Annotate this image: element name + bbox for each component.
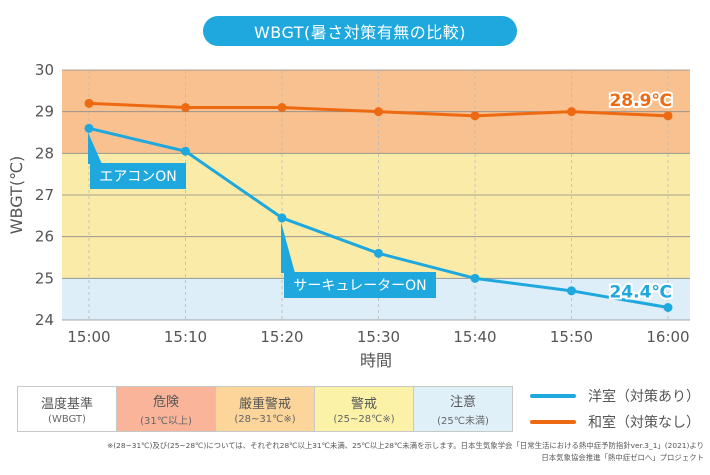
zone-legend-item: 厳重警戒 (28~31℃※) [216, 387, 315, 431]
series-legend-item: 和室（対策なし） [530, 409, 700, 435]
data-point [663, 303, 673, 312]
data-point [663, 111, 673, 121]
x-axis-title: 時間 [360, 351, 392, 370]
y-tick-label: 26 [35, 228, 54, 246]
data-point [374, 107, 383, 117]
callout-pointer [281, 221, 295, 273]
data-point [181, 103, 190, 112]
y-tick-label: 24 [35, 311, 54, 329]
footnote: ※(28~31℃)及び(25~28℃)については、それぞれ28℃以上31℃未満、… [8, 440, 704, 464]
zone-legend-range: (28~31℃※) [234, 414, 296, 425]
data-point [567, 286, 576, 296]
zone-legend-item: 警戒 (25~28℃※) [315, 387, 414, 431]
callout-label: エアコンON [99, 169, 177, 185]
data-point [567, 107, 576, 117]
y-tick-label: 27 [35, 186, 54, 204]
data-point [470, 111, 480, 121]
series-legend-label: 洋室（対策あり） [588, 389, 700, 405]
series-legend: 洋室（対策あり） 和室（対策なし） [530, 383, 700, 435]
callout-box [90, 163, 186, 189]
zone-legend-item: 注意 (25℃未満) [414, 387, 512, 431]
zone-legend-label: 注意 [449, 395, 476, 410]
y-tick-label: 29 [35, 103, 54, 121]
x-tick-label: 15:50 [550, 328, 593, 346]
chart-title: WBGT(暑さ対策有無の比較) [203, 16, 517, 46]
data-point [277, 103, 287, 112]
zone-legend-label: 警戒 [350, 397, 377, 412]
zone-legend-label: 危険 [152, 395, 179, 410]
data-point [84, 98, 94, 108]
zone-legend-range: (25~28℃※) [333, 414, 395, 425]
callout-pointer [88, 132, 102, 164]
end-value-label: 24.4℃ [609, 283, 672, 303]
data-point [181, 146, 190, 156]
zone-legend-item: 温度基準 (WBGT) [18, 387, 117, 431]
end-value-label: 28.9℃ [609, 91, 672, 111]
zone-legend-label: 温度基準 [40, 397, 93, 412]
y-tick-label: 30 [35, 61, 54, 79]
zone-legend-item: 危険 (31℃以上) [117, 387, 216, 431]
x-tick-label: 16:00 [646, 328, 689, 346]
x-tick-label: 15:20 [260, 328, 303, 346]
series-legend-item: 洋室（対策あり） [530, 383, 700, 409]
y-tick-label: 25 [35, 269, 54, 287]
callout-label: サーキュレーターON [293, 278, 426, 294]
x-tick-label: 15:00 [67, 328, 110, 346]
data-point [277, 213, 287, 223]
zone-legend-range: (25℃未満) [437, 416, 489, 427]
x-tick-label: 15:40 [453, 328, 496, 346]
x-tick-label: 15:30 [357, 328, 400, 346]
callout-box [284, 272, 436, 298]
data-point [84, 123, 94, 133]
data-point [470, 273, 480, 283]
series-legend-swatch [530, 420, 576, 424]
y-axis-title: WBGT(℃) [7, 156, 26, 235]
y-tick-label: 28 [35, 144, 54, 162]
footnote-line-1: ※(28~31℃)及び(25~28℃)については、それぞれ28℃以上31℃未満、… [107, 441, 704, 450]
zone-legend-range: (WBGT) [48, 414, 86, 425]
zone-legend-label: 厳重警戒 [238, 397, 291, 412]
zone-legend-range: (31℃以上) [140, 416, 192, 427]
temperature-zone-legend: 温度基準 (WBGT) 危険 (31℃以上) 厳重警戒 (28~31℃※) 警戒 (25~28… [17, 386, 513, 432]
series-legend-label: 和室（対策なし） [588, 415, 700, 431]
series-legend-swatch [530, 394, 576, 398]
footnote-line-2: 日本気象協会推進「熱中症ゼロへ」プロジェクト [541, 453, 704, 462]
x-tick-label: 15:10 [164, 328, 207, 346]
line-chart: 24 25 26 27 28 29 30 15:00 15:10 15:20 15:30 15:40 1… [7, 61, 690, 370]
data-point [374, 248, 383, 258]
